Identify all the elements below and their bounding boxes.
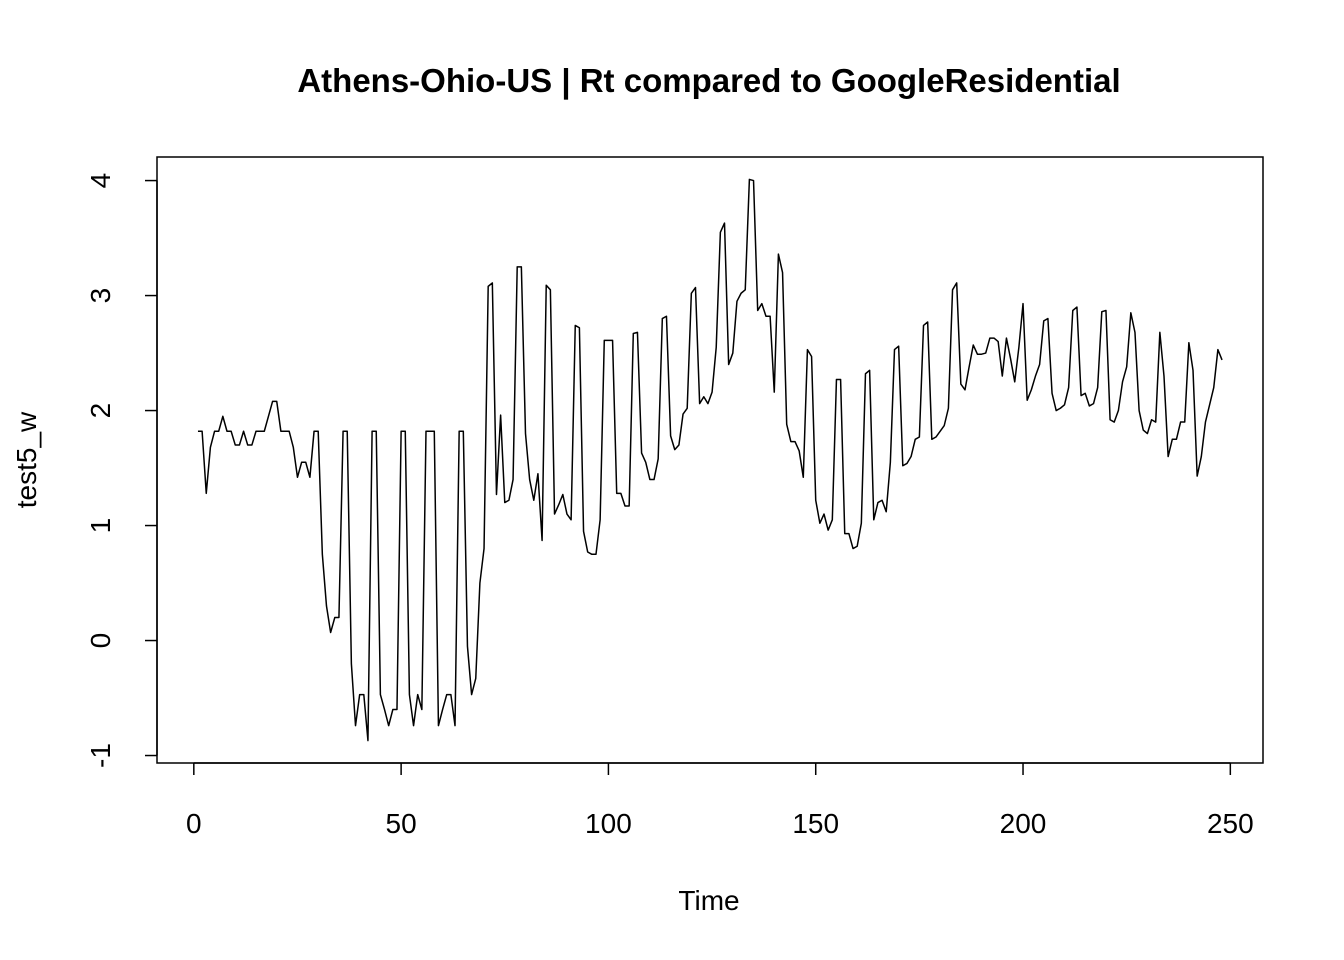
x-tick-label: 250 [1207, 808, 1254, 839]
x-axis-label: Time [678, 885, 739, 916]
x-tick-label: 200 [1000, 808, 1047, 839]
x-tick-label: 150 [792, 808, 839, 839]
line-series [197, 178, 1223, 742]
x-tick-label: 100 [585, 808, 632, 839]
x-tick-label: 0 [186, 808, 202, 839]
y-tick-label: 4 [85, 173, 116, 189]
y-tick-label: 3 [85, 288, 116, 304]
x-tick-label: 50 [386, 808, 417, 839]
y-tick-label: 1 [85, 518, 116, 534]
y-tick-label: 2 [85, 403, 116, 419]
chart-title: Athens-Ohio-US | Rt compared to GoogleRe… [297, 62, 1120, 99]
y-tick-label: -1 [85, 743, 116, 768]
y-tick-label: 0 [85, 633, 116, 649]
y-axis-label: test5_w [11, 411, 42, 508]
